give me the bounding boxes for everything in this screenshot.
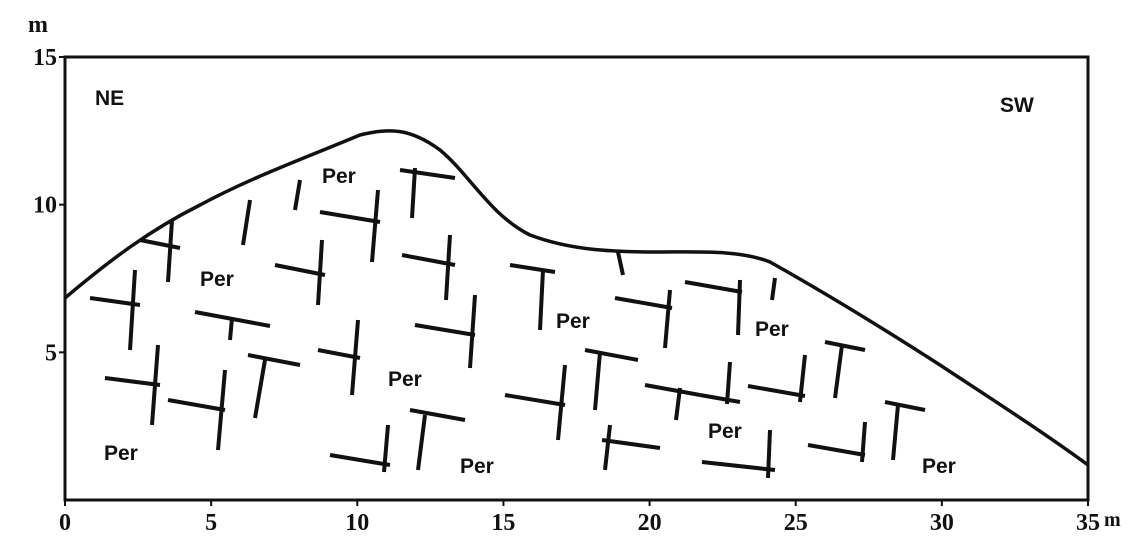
symbol-stroke [255, 360, 265, 418]
symbol-stroke [748, 386, 805, 396]
symbol-stroke [825, 342, 865, 350]
symbol-stroke [665, 290, 670, 348]
symbol-stroke [415, 325, 475, 335]
perlite-pattern [90, 168, 925, 478]
symbol-stroke [418, 415, 425, 470]
x-unit: m [1104, 509, 1121, 531]
cross-section: m NE SW 05101520253035m51015PerPerPerPer… [0, 0, 1139, 548]
symbol-stroke [685, 282, 742, 292]
symbol-stroke [768, 430, 770, 478]
symbol-stroke [727, 362, 730, 404]
x-tick-label: 35 [1076, 510, 1100, 536]
symbol-stroke [505, 395, 565, 405]
direction-label: NE [95, 87, 124, 110]
symbol-stroke [605, 425, 610, 470]
symbol-stroke [772, 278, 775, 300]
rock-label: Per [460, 455, 494, 478]
rock-label: Per [922, 455, 956, 478]
symbol-stroke [275, 265, 325, 275]
symbol-stroke [330, 455, 390, 465]
x-tick-label: 25 [784, 510, 808, 536]
rock-label: Per [200, 268, 234, 291]
symbol-stroke [595, 352, 600, 410]
symbol-stroke [540, 270, 543, 330]
symbol-stroke [410, 410, 465, 420]
rock-label: Per [322, 165, 356, 188]
symbol-stroke [615, 298, 672, 308]
symbol-stroke [248, 355, 300, 365]
symbol-stroke [470, 295, 475, 368]
rock-label: Per [708, 420, 742, 443]
direction-label: SW [1000, 94, 1034, 117]
symbol-stroke [893, 405, 898, 460]
y-tick-label: 5 [45, 340, 57, 366]
symbol-stroke [602, 440, 660, 448]
symbol-stroke [702, 462, 775, 470]
symbol-stroke [320, 212, 380, 222]
rock-label: Per [104, 442, 138, 465]
symbol-stroke [372, 190, 378, 262]
symbol-stroke [835, 345, 842, 398]
symbol-stroke [243, 200, 250, 245]
symbol-stroke [676, 388, 680, 420]
y-tick-label: 10 [33, 193, 57, 219]
x-tick-label: 15 [491, 510, 515, 536]
symbol-stroke [885, 402, 925, 410]
symbol-stroke [230, 318, 232, 340]
symbol-stroke [585, 350, 638, 360]
symbol-stroke [510, 265, 555, 272]
symbol-stroke [105, 378, 160, 385]
x-tick-label: 5 [205, 510, 217, 536]
symbol-stroke [168, 400, 225, 410]
surface-profile [65, 131, 1088, 465]
rock-label: Per [755, 318, 789, 341]
x-tick-label: 10 [345, 510, 369, 536]
symbol-stroke [140, 240, 180, 248]
x-tick-label: 20 [638, 510, 662, 536]
rock-label: Per [556, 310, 590, 333]
symbol-stroke [446, 235, 450, 300]
symbol-stroke [618, 252, 623, 275]
y-unit: m [28, 12, 48, 38]
symbol-stroke [645, 385, 700, 395]
symbol-stroke [130, 270, 135, 350]
symbol-stroke [400, 170, 455, 178]
symbol-stroke [168, 220, 172, 282]
symbol-stroke [700, 395, 740, 402]
symbol-stroke [738, 280, 740, 335]
symbol-stroke [412, 168, 415, 218]
x-tick-label: 30 [930, 510, 954, 536]
symbol-stroke [808, 445, 865, 455]
x-tick-label: 0 [59, 510, 71, 536]
symbol-stroke [295, 180, 300, 210]
y-tick-label: 15 [33, 45, 57, 71]
symbol-stroke [318, 240, 322, 305]
rock-label: Per [388, 368, 422, 391]
